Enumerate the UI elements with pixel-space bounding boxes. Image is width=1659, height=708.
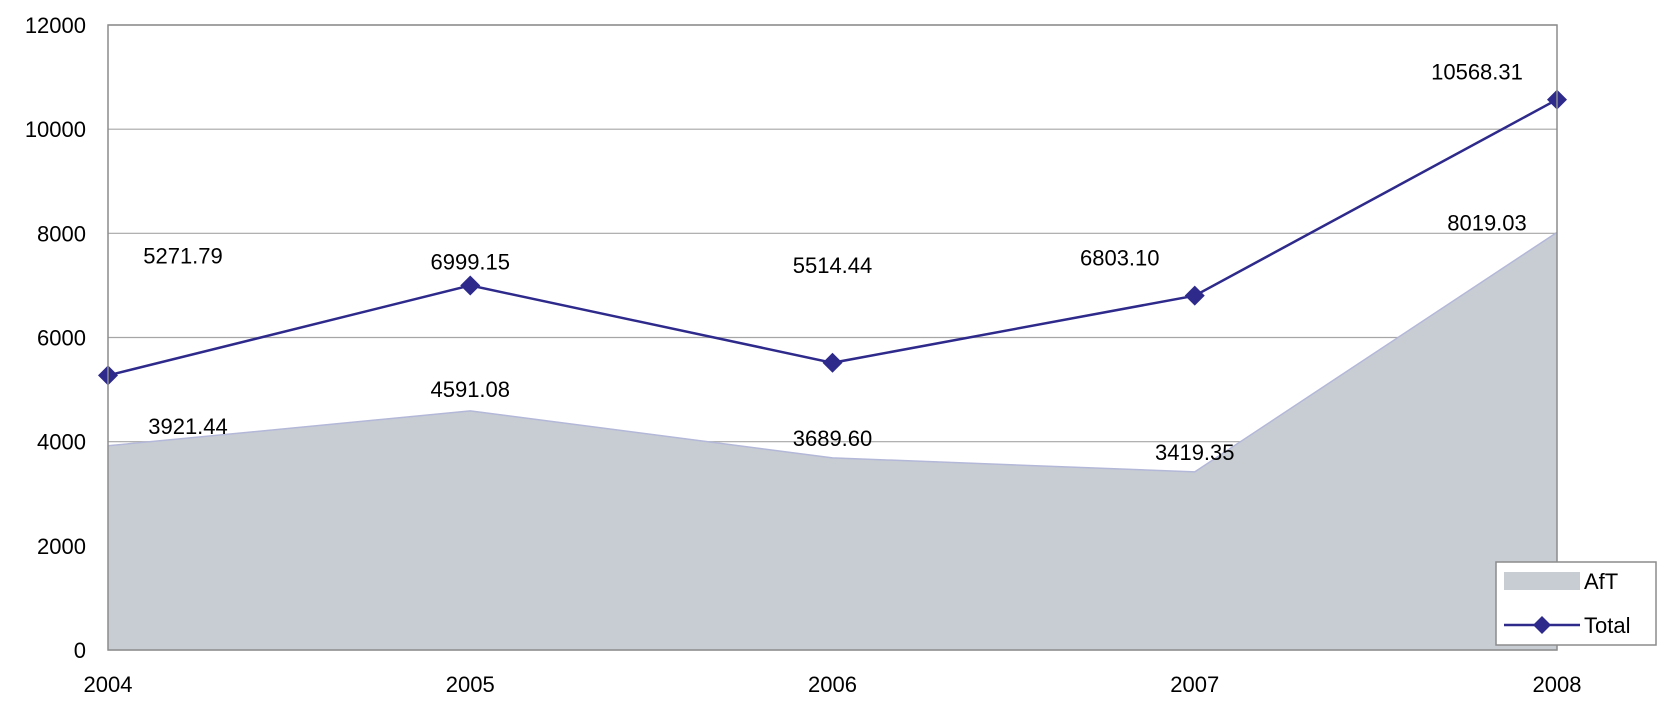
legend: AfT Total xyxy=(1495,561,1657,646)
aft-area-series xyxy=(107,231,1558,650)
total-data-label: 5271.79 xyxy=(143,243,223,268)
y-tick-label: 8000 xyxy=(37,221,86,246)
aft-data-label: 3689.60 xyxy=(793,426,873,451)
total-point xyxy=(822,352,843,373)
total-point xyxy=(460,275,481,296)
y-tick-label: 6000 xyxy=(37,326,86,351)
x-tick-label: 2007 xyxy=(1170,672,1219,697)
x-tick-label: 2008 xyxy=(1533,672,1582,697)
y-tick-label: 10000 xyxy=(25,117,86,142)
total-line-series xyxy=(98,89,1567,386)
y-tick-label: 12000 xyxy=(25,13,86,38)
legend-label-total: Total xyxy=(1584,613,1630,638)
total-point xyxy=(1184,285,1205,306)
aft-data-label: 8019.03 xyxy=(1447,210,1527,235)
y-axis: 0 2000 4000 6000 8000 10000 12000 xyxy=(25,13,86,663)
total-data-label: 10568.31 xyxy=(1431,60,1523,85)
plot-frame xyxy=(107,24,1558,651)
y-tick-label: 4000 xyxy=(37,430,86,455)
x-tick-label: 2005 xyxy=(446,672,495,697)
aft-area-fill xyxy=(108,232,1557,650)
total-data-label: 6803.10 xyxy=(1080,246,1160,271)
aft-data-label: 4591.08 xyxy=(430,377,510,402)
y-tick-label: 2000 xyxy=(37,534,86,559)
legend-label-aft: AfT xyxy=(1584,569,1618,594)
aft-data-label: 3419.35 xyxy=(1155,440,1235,465)
aft-data-label: 3921.44 xyxy=(148,414,228,439)
plot-border xyxy=(107,24,1558,651)
total-data-label: 5514.44 xyxy=(793,253,873,278)
total-data-label: 6999.15 xyxy=(430,249,510,274)
total-line xyxy=(107,98,1558,377)
x-axis: 2004 2005 2006 2007 2008 xyxy=(84,672,1582,697)
aft-area-edge xyxy=(107,231,1558,473)
data-labels: 3921.44 4591.08 3689.60 3419.35 8019.03 5271.… xyxy=(143,60,1527,465)
y-tick-label: 0 xyxy=(74,638,86,663)
legend-swatch-aft xyxy=(1504,572,1580,590)
x-tick-label: 2006 xyxy=(808,672,857,697)
x-tick-label: 2004 xyxy=(84,672,133,697)
legend-swatch-total-marker xyxy=(1533,616,1551,634)
